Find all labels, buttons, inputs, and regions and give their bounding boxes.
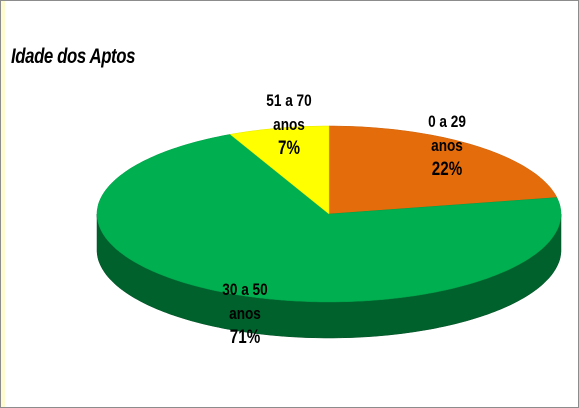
pie-slice [96, 134, 562, 303]
category-label: 30 a 50 anos [222, 280, 268, 324]
category-label: 51 a 70 anos [265, 91, 312, 135]
data-label: 30 a 50 anos 71% [211, 278, 279, 350]
pie-slice [328, 125, 558, 215]
pie-slice [229, 125, 330, 215]
category-label: 0 a 29 anos [428, 112, 467, 156]
value-label: 71% [229, 327, 260, 349]
value-label: 7% [277, 138, 300, 160]
chart-title: Idade dos Aptos [11, 45, 136, 68]
data-label: 0 a 29 anos 22% [413, 110, 481, 182]
value-label: 22% [432, 159, 463, 181]
edge-strip [1, 1, 5, 407]
data-label: 51 a 70 anos 7% [255, 89, 323, 161]
